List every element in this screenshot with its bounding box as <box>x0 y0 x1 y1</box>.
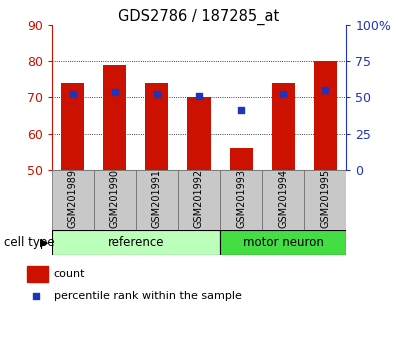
Bar <box>52 230 220 255</box>
Text: count: count <box>54 269 85 279</box>
Point <box>33 293 39 299</box>
Text: GSM201991: GSM201991 <box>152 169 162 228</box>
Bar <box>230 148 253 170</box>
Bar <box>52 170 94 230</box>
Point <box>154 91 160 97</box>
Bar <box>27 266 48 282</box>
Text: GDS2786 / 187285_at: GDS2786 / 187285_at <box>118 9 280 25</box>
Text: reference: reference <box>107 236 164 249</box>
Text: GSM201989: GSM201989 <box>68 169 78 228</box>
Bar <box>94 170 136 230</box>
Bar <box>271 83 295 170</box>
Text: ▶: ▶ <box>40 238 48 247</box>
Text: cell type: cell type <box>4 236 55 249</box>
Point <box>322 87 328 93</box>
Bar <box>61 83 84 170</box>
Bar <box>145 83 168 170</box>
Bar <box>178 170 220 230</box>
Point <box>196 93 202 98</box>
Bar <box>262 170 304 230</box>
Bar <box>136 170 178 230</box>
Point <box>70 91 76 97</box>
Point <box>280 91 286 97</box>
Point <box>238 107 244 113</box>
Bar <box>220 230 346 255</box>
Point <box>112 89 118 95</box>
Text: GSM201995: GSM201995 <box>320 169 330 228</box>
Bar <box>187 97 211 170</box>
Text: GSM201992: GSM201992 <box>194 169 204 228</box>
Bar <box>314 61 337 170</box>
Text: percentile rank within the sample: percentile rank within the sample <box>54 291 242 301</box>
Text: GSM201994: GSM201994 <box>278 169 288 228</box>
Text: GSM201990: GSM201990 <box>110 169 120 228</box>
Bar <box>103 65 127 170</box>
Text: GSM201993: GSM201993 <box>236 169 246 228</box>
Text: motor neuron: motor neuron <box>243 236 324 249</box>
Bar <box>304 170 346 230</box>
Bar <box>220 170 262 230</box>
